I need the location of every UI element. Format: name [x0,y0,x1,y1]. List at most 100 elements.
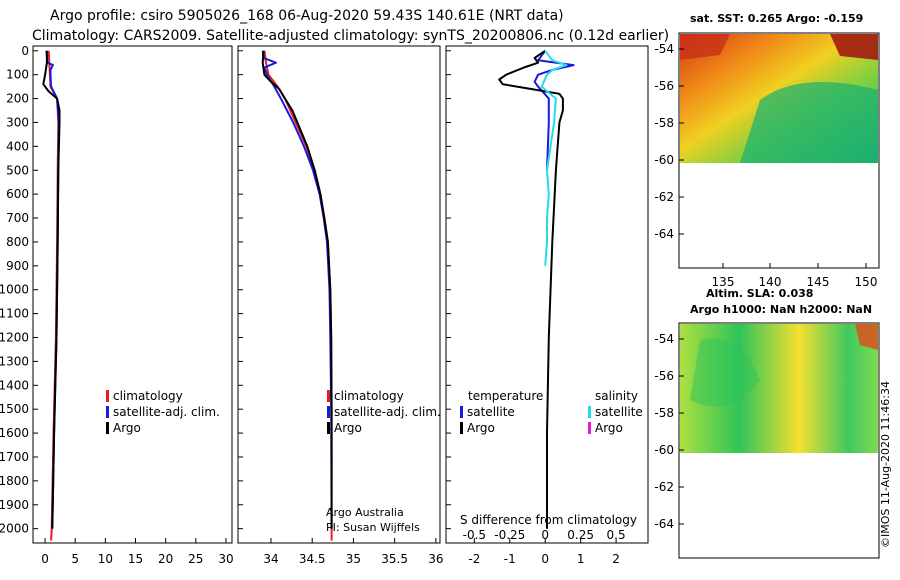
legend-sal-satellite-swatch [588,406,591,418]
legend-argo-label: Argo [113,421,141,435]
credit-line1: Argo Australia [326,506,404,519]
map-y-tick-label: -56 [654,369,674,383]
depth-tick-label: 0 [21,44,29,58]
map-y-tick-label: -54 [654,42,674,56]
figure-title-line1: Argo profile: csiro 5905026_168 06-Aug-2… [50,8,564,24]
salinity-difference-axis: -0.5 -0.25 0 0.25 0.5 [463,528,626,542]
salinity-difference-tick-label: 0.25 [567,528,594,542]
legend-climatology-label: climatology [113,389,183,403]
salinity-difference-tick-label: 0 [541,528,549,542]
depth-tick-label: 1500 [0,402,29,416]
legend-temp-argo-swatch [460,422,463,434]
x-tick-label: 0 [41,552,49,566]
depth-tick-label: 1900 [0,498,29,512]
depth-tick-label: 2000 [0,522,29,536]
depth-tick-label: 300 [6,115,29,129]
legend-temp-satellite-label: satellite [467,405,515,419]
depth-tick-label: 200 [6,92,29,106]
legend-argo-label: Argo [334,421,362,435]
sst-warm-patch [830,34,878,60]
argo-line [42,50,61,529]
salinity-series [261,50,333,541]
depth-tick-label: 1600 [0,426,29,440]
legend-temperature-title: temperature [468,389,543,403]
depth-tick-label: 1200 [0,331,29,345]
sla-map: Altim. SLA: 0.038 Argo h1000: NaN h2000:… [654,287,880,559]
salinity-panel-frame [237,45,441,544]
map-y-tick-label: -58 [654,406,674,420]
map-y-tick-label: -54 [654,332,674,346]
depth-tick-label: 900 [6,259,29,273]
x-tick-label: 25 [188,552,203,566]
salinity-difference-tick-label: -0.25 [494,528,525,542]
sla-map-title-line2: Argo h1000: NaN h2000: NaN [690,303,872,316]
temperature-panel-frame [32,45,233,544]
x-tick-label: 35.5 [381,552,408,566]
x-tick-label: -2 [468,552,480,566]
x-tick-label: 34.5 [299,552,326,566]
map-x-tick-label: 140 [759,275,782,289]
map-y-tick-label: -58 [654,116,674,130]
map-y-tick-label: -64 [654,517,674,531]
map-x-tick-label: 145 [807,275,830,289]
legend-satellite-swatch [327,406,330,418]
legend-climatology-swatch [106,390,109,402]
temperature-argo-line [498,49,564,529]
x-tick-label: 34 [263,552,278,566]
legend-sal-argo-label: Argo [595,421,623,435]
salinity-difference-tick-label: 0.5 [607,528,626,542]
sla-low-patch [690,338,760,407]
depth-tick-label: 700 [6,211,29,225]
legend-satellite-label: satellite-adj. clim. [334,405,441,419]
salinity-x-axis: 34 34.5 35 35.5 36 [263,538,444,566]
legend-temp-satellite-swatch [460,406,463,418]
figure-title-line2: Climatology: CARS2009. Satellite-adjuste… [32,28,669,44]
map-y-tick-label: -62 [654,190,674,204]
sst-map-title: sat. SST: 0.265 Argo: -0.159 [690,12,863,25]
depth-tick-label: 400 [6,139,29,153]
map-y-tick-label: -60 [654,153,674,167]
x-tick-label: 36 [428,552,443,566]
sst-warm-patch [680,34,730,60]
map-y-tick-label: -56 [654,79,674,93]
difference-x-axis: -2 -1 0 1 2 [468,538,620,566]
sst-map-y-axis: -54 -56 -58 -60 -62 -64 [654,42,684,241]
difference-panel-frame [445,45,649,544]
temperature-satellite-line [533,50,575,171]
depth-tick-label: 1400 [0,378,29,392]
sla-map-y-axis: -54 -56 -58 -60 -62 -64 [654,332,684,531]
x-tick-label: 20 [158,552,173,566]
x-tick-label: 35 [346,552,361,566]
depth-tick-label: 1000 [0,283,29,297]
x-tick-label: -1 [504,552,516,566]
salinity-difference-tick-label: -0.5 [463,528,486,542]
depth-tick-label: 800 [6,235,29,249]
credit-line2: PI: Susan Wijffels [326,521,420,534]
depth-tick-label: 500 [6,163,29,177]
sst-map: sat. SST: 0.265 Argo: -0.159 -54 -56 -58 -6… [654,12,880,289]
x-tick-label: 30 [218,552,233,566]
salinity-legend: climatology satellite-adj. clim. Argo Ar… [326,389,441,534]
sla-map-title-line1: Altim. SLA: 0.038 [706,287,813,300]
depth-tick-label: 600 [6,187,29,201]
map-x-tick-label: 135 [712,275,735,289]
x-tick-label: 2 [612,552,620,566]
salinity-satellite-line [540,50,568,266]
x-tick-label: 15 [128,552,143,566]
sst-cool-patch [740,82,878,163]
map-y-tick-label: -64 [654,227,674,241]
legend-sal-satellite-label: satellite [595,405,643,419]
x-tick-label: 10 [98,552,113,566]
argo-line [261,50,333,529]
legend-satellite-label: satellite-adj. clim. [113,405,220,419]
map-y-tick-label: -62 [654,480,674,494]
sla-high-patch [855,324,878,350]
temperature-x-axis: 0 5 10 15 20 25 30 [41,538,234,566]
depth-axis: 0 100 200 300 400 500 600 700 800 900 1000 1100 1200… [0,44,451,536]
legend-satellite-swatch [106,406,109,418]
depth-tick-label: 100 [6,68,29,82]
map-y-tick-label: -60 [654,443,674,457]
temperature-legend: climatology satellite-adj. clim. Argo [106,389,220,435]
map-x-tick-label: 150 [855,275,878,289]
